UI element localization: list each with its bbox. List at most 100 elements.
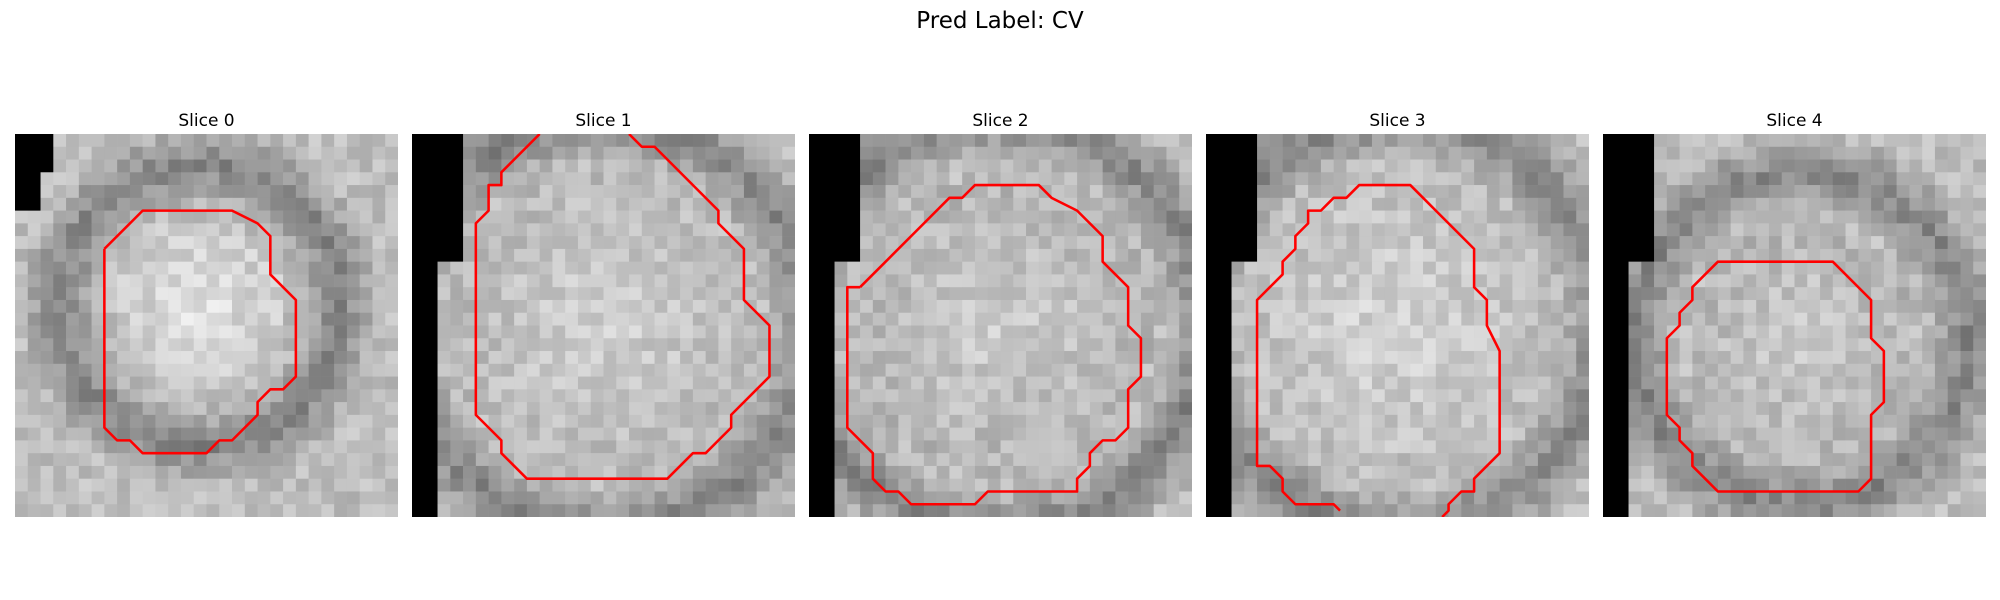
pixel bbox=[1308, 465, 1322, 479]
pixel bbox=[142, 287, 156, 301]
pixel bbox=[1308, 402, 1322, 416]
pixel bbox=[1038, 465, 1052, 479]
pixel bbox=[91, 185, 105, 199]
pixel bbox=[334, 351, 348, 365]
pixel bbox=[847, 504, 861, 517]
slice-title: Slice 0 bbox=[178, 111, 235, 131]
pixel bbox=[1077, 146, 1091, 160]
pixel bbox=[1474, 504, 1488, 517]
pixel bbox=[526, 504, 540, 517]
pixel bbox=[987, 146, 1001, 160]
pixel bbox=[1308, 504, 1322, 517]
pixel bbox=[949, 274, 963, 288]
pixel bbox=[1051, 299, 1065, 313]
pixel bbox=[488, 338, 502, 352]
pixel bbox=[66, 248, 80, 262]
pixel bbox=[206, 185, 220, 199]
pixel bbox=[539, 197, 553, 211]
pixel bbox=[629, 261, 643, 275]
pixel bbox=[885, 197, 899, 211]
pixel bbox=[1435, 172, 1449, 186]
pixel bbox=[692, 210, 706, 224]
pixel bbox=[219, 312, 233, 326]
pixel bbox=[1743, 197, 1757, 211]
pixel bbox=[1794, 465, 1808, 479]
pixel bbox=[1717, 159, 1731, 173]
pixel bbox=[283, 312, 297, 326]
pixel bbox=[911, 504, 925, 517]
pixel bbox=[1026, 159, 1040, 173]
pixel bbox=[629, 338, 643, 352]
pixel bbox=[539, 159, 553, 173]
pixel bbox=[1333, 453, 1347, 467]
pixel bbox=[463, 402, 477, 416]
pixel bbox=[1282, 197, 1296, 211]
pixel bbox=[1166, 325, 1180, 339]
pixel bbox=[1537, 389, 1551, 403]
pixel bbox=[1705, 287, 1719, 301]
pixel bbox=[1153, 312, 1167, 326]
pixel bbox=[193, 351, 207, 365]
pixel bbox=[769, 440, 783, 454]
pixel bbox=[1499, 146, 1513, 160]
pixel bbox=[1000, 414, 1014, 428]
pixel bbox=[244, 185, 258, 199]
pixel bbox=[257, 414, 271, 428]
pixel bbox=[1576, 351, 1589, 365]
pixel bbox=[1320, 210, 1334, 224]
pixel bbox=[680, 363, 694, 377]
pixel bbox=[257, 465, 271, 479]
pixel bbox=[949, 236, 963, 250]
pixel bbox=[514, 453, 528, 467]
pixel bbox=[1333, 146, 1347, 160]
pixel bbox=[1871, 223, 1885, 237]
pixel bbox=[206, 453, 220, 467]
pixel bbox=[692, 134, 706, 148]
pixel bbox=[1654, 478, 1668, 492]
pixel bbox=[1089, 491, 1103, 505]
pixel bbox=[731, 325, 745, 339]
pixel bbox=[334, 427, 348, 441]
pixel bbox=[1102, 440, 1116, 454]
pixel bbox=[1000, 172, 1014, 186]
pixel bbox=[860, 134, 874, 148]
pixel bbox=[244, 172, 258, 186]
slice-image bbox=[809, 134, 1192, 517]
pixel bbox=[1384, 453, 1398, 467]
pixel bbox=[577, 478, 591, 492]
pixel bbox=[743, 172, 757, 186]
pixel bbox=[104, 261, 118, 275]
pixel bbox=[872, 504, 886, 517]
pixel bbox=[911, 351, 925, 365]
pixel bbox=[1628, 312, 1642, 326]
pixel bbox=[78, 210, 92, 224]
pixel bbox=[1820, 299, 1834, 313]
pixel bbox=[1654, 402, 1668, 416]
pixel bbox=[385, 376, 398, 390]
pixel bbox=[1013, 465, 1027, 479]
pixel bbox=[372, 197, 386, 211]
pixel bbox=[1153, 478, 1167, 492]
pixel bbox=[1717, 491, 1731, 505]
pixel bbox=[1077, 248, 1091, 262]
pixel bbox=[66, 299, 80, 313]
pixel bbox=[117, 427, 131, 441]
pixel bbox=[974, 338, 988, 352]
pixel bbox=[769, 248, 783, 262]
pixel bbox=[1947, 504, 1961, 517]
pixel bbox=[91, 287, 105, 301]
pixel bbox=[1934, 491, 1948, 505]
pixel bbox=[667, 440, 681, 454]
pixel bbox=[1435, 197, 1449, 211]
pixel bbox=[1257, 453, 1271, 467]
pixel bbox=[1308, 146, 1322, 160]
pixel bbox=[1397, 274, 1411, 288]
pixel bbox=[15, 491, 29, 505]
pixel bbox=[1448, 146, 1462, 160]
pixel bbox=[1512, 210, 1526, 224]
pixel bbox=[756, 287, 770, 301]
pixel bbox=[1423, 134, 1437, 148]
pixel bbox=[923, 453, 937, 467]
pixel bbox=[501, 197, 515, 211]
pixel bbox=[872, 223, 886, 237]
